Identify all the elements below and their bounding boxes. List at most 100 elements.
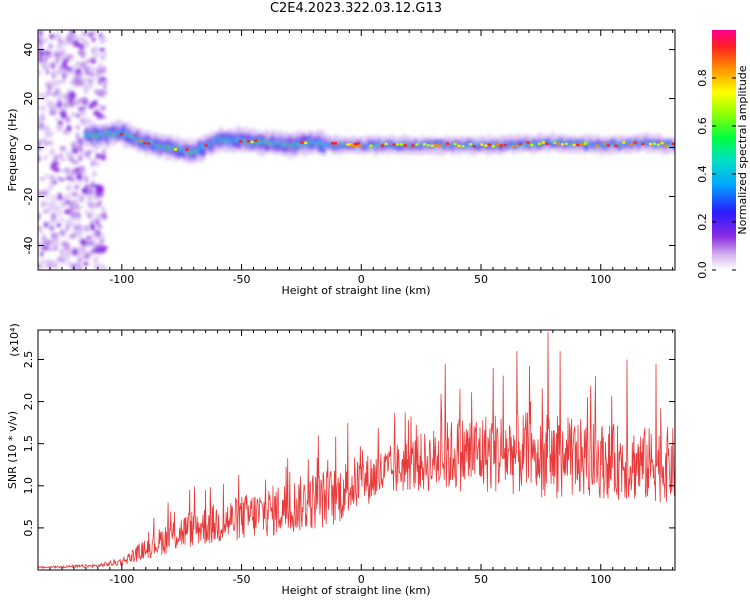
noise-blob: [76, 144, 84, 153]
noise-blob: [74, 68, 82, 75]
noise-blob: [38, 34, 44, 40]
peak-mark: [572, 143, 576, 147]
peak-mark: [652, 142, 656, 145]
noise-blob: [91, 201, 100, 210]
peak-mark: [518, 142, 522, 146]
noise-blob: [42, 138, 48, 143]
figure-title: C2E4.2023.322.03.12.G13: [269, 1, 443, 16]
x-tick-label: -100: [109, 273, 134, 286]
peak-mark: [560, 143, 564, 146]
peak-mark: [664, 144, 668, 147]
peak-mark: [434, 143, 438, 147]
noise-blob: [75, 227, 81, 236]
noise-blob: [98, 199, 103, 203]
noise-blob: [42, 209, 50, 214]
peak-mark: [580, 142, 584, 146]
noise-blob: [54, 49, 61, 54]
noise-blob: [53, 242, 60, 248]
noise-blob: [77, 154, 83, 162]
y-tick-label: 2.5: [22, 351, 35, 369]
noise-blob: [86, 240, 93, 246]
noise-blob: [59, 152, 63, 158]
colorbar-label: Normalized spectral amplitude: [736, 65, 749, 234]
noise-blob: [97, 224, 103, 230]
peak-mark: [438, 144, 442, 147]
noise-blob: [64, 132, 70, 136]
noise-blob: [59, 145, 67, 152]
x-tick-label: 50: [474, 273, 488, 286]
peak-mark: [430, 144, 434, 147]
noise-blob: [69, 232, 77, 239]
noise-blob: [46, 247, 54, 252]
peak-mark: [350, 144, 357, 147]
noise-blob: [99, 80, 107, 85]
peak-mark: [147, 142, 151, 145]
noise-blob: [58, 64, 62, 72]
noise-blob: [56, 31, 61, 39]
y-tick-label: -40: [22, 237, 35, 255]
colorbar: 0.0 0.2 0.4 0.6 0.8 Normalized spectral ampl…: [696, 30, 749, 279]
noise-blob: [47, 141, 51, 145]
noise-blob: [71, 178, 76, 182]
noise-blob: [50, 51, 55, 59]
noise-blob: [53, 154, 60, 161]
noise-blob: [62, 72, 67, 80]
colorbar-tick-label: 0.6: [696, 117, 709, 135]
peak-mark: [380, 144, 384, 147]
noise-blob: [68, 217, 72, 222]
x-tick-label: 50: [474, 573, 488, 586]
noise-blob: [76, 139, 83, 145]
colorbar-tick-label: 0.4: [696, 165, 709, 183]
noise-blob: [96, 112, 104, 119]
noise-blob: [79, 245, 87, 252]
noise-blob: [66, 124, 72, 133]
spectrogram-frame: [37, 29, 676, 271]
peak-mark: [526, 141, 530, 144]
noise-blob: [39, 177, 45, 181]
peak-mark: [595, 144, 599, 148]
noise-blob: [65, 150, 74, 159]
peak-mark: [503, 143, 507, 147]
noise-blob: [86, 194, 94, 202]
snr-panel: -100 -50 0 50 100 0.5 1.0 1.5 2.0 2.5 Height of s…: [6, 323, 676, 597]
noise-blob: [99, 47, 106, 52]
spectrogram-axes: -100 -50 0 50 100 -40 -20 0 20 40: [22, 30, 675, 286]
noise-blob: [87, 81, 94, 89]
noise-blob: [39, 190, 48, 196]
spectrogram-image: [38, 30, 675, 270]
noise-blob: [60, 168, 66, 174]
y-tick-label: 0.5: [22, 519, 35, 537]
noise-blob: [50, 212, 57, 221]
noise-blob: [68, 67, 73, 72]
noise-blob: [91, 173, 96, 177]
peak-mark: [603, 142, 607, 145]
noise-blob: [74, 184, 80, 191]
noise-blob: [69, 54, 74, 61]
y-tick-label: 0: [22, 144, 35, 151]
peak-mark: [120, 132, 124, 136]
snr-series-line: [38, 331, 675, 570]
noise-blob: [87, 66, 95, 73]
peak-mark: [649, 142, 653, 146]
peak-mark: [583, 142, 587, 145]
noise-blob: [78, 43, 85, 50]
noise-blob: [62, 66, 71, 71]
noise-blob: [61, 107, 65, 112]
noise-blob: [101, 205, 105, 211]
noise-blob: [60, 46, 66, 53]
noise-blob: [61, 157, 65, 162]
noise-blob: [69, 202, 75, 211]
noise-blob: [102, 148, 106, 154]
peak-mark: [629, 143, 633, 146]
noise-blob: [56, 100, 63, 109]
noise-blob: [44, 129, 51, 138]
noise-blob: [52, 260, 59, 267]
noise-blob: [95, 52, 101, 57]
noise-blob: [65, 184, 73, 192]
peak-mark: [143, 142, 147, 145]
noise-blob: [102, 84, 107, 89]
noise-blob: [76, 61, 80, 66]
noise-blob: [51, 160, 60, 167]
noise-blob: [93, 195, 100, 200]
peak-mark: [331, 142, 338, 145]
